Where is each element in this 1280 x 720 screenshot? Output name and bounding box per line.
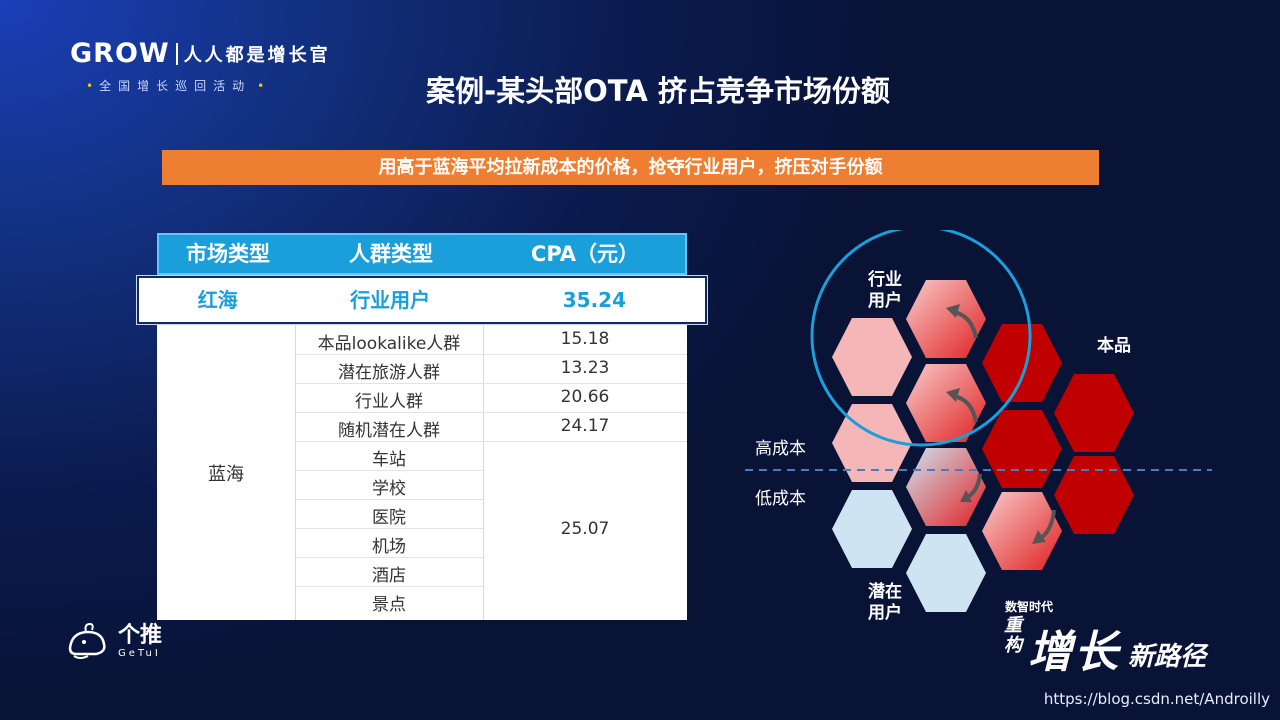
table-row-cpa: 20.66 bbox=[560, 387, 610, 407]
header-crowd-type: 人群类型 bbox=[349, 242, 433, 266]
red-ocean-row: 红海 行业用户 35.24 bbox=[137, 276, 707, 324]
arrow-icon bbox=[1032, 530, 1046, 544]
label-potential: 潜在 用户 bbox=[868, 582, 902, 623]
getui-name-en: GeTuI bbox=[118, 647, 161, 659]
table-row-crowd: 学校 bbox=[372, 479, 406, 499]
event-big-text: 增长 bbox=[1028, 627, 1120, 678]
logo-divider bbox=[175, 42, 178, 65]
row-divider bbox=[295, 499, 483, 500]
whale-icon bbox=[68, 622, 106, 659]
table-row-crowd: 机场 bbox=[372, 537, 406, 557]
event-tagline: 数智时代 bbox=[1005, 600, 1054, 614]
table-row-crowd: 本品lookalike人群 bbox=[317, 334, 461, 354]
table-row-crowd: 景点 bbox=[372, 595, 406, 615]
hex-own bbox=[1054, 456, 1134, 534]
hex-industry bbox=[832, 318, 912, 396]
table-header: 市场类型 人群类型 CPA（元） bbox=[157, 233, 687, 275]
row-divider bbox=[295, 557, 483, 558]
logo-brand: GROW bbox=[70, 38, 170, 69]
merged-cpa: 25.07 bbox=[560, 519, 610, 539]
logo-subtitle: • 全国增长巡回活动 • bbox=[80, 77, 331, 94]
table-row-crowd: 潜在旅游人群 bbox=[338, 363, 440, 383]
hex-potential bbox=[906, 534, 986, 612]
watermark: https://blog.csdn.net/Androilly bbox=[1043, 690, 1270, 708]
event-mid-text: 新路径 bbox=[1128, 642, 1207, 672]
hex-transition bbox=[906, 448, 986, 526]
row-divider bbox=[295, 470, 483, 471]
event-logo: 数智时代 重构 增长 新路径 bbox=[1000, 598, 1240, 688]
table-row-crowd: 酒店 bbox=[372, 566, 406, 586]
header-cpa: CPA（元） bbox=[530, 242, 640, 266]
cpa-table: 市场类型 人群类型 CPA（元） 蓝海 本品lookalike人群 15.18 … bbox=[137, 233, 707, 620]
red-ocean-cpa: 35.24 bbox=[562, 288, 627, 312]
industry-circle bbox=[810, 230, 1032, 447]
label-low-cost: 低成本 bbox=[755, 489, 806, 509]
arrow-icon bbox=[960, 490, 972, 502]
row-divider bbox=[295, 586, 483, 587]
blue-ocean-label: 蓝海 bbox=[208, 463, 244, 485]
table-row-cpa: 13.23 bbox=[560, 358, 610, 378]
header-market-type: 市场类型 bbox=[186, 242, 270, 266]
hex-industry bbox=[832, 404, 912, 482]
slide-title: 案例-某头部OTA 挤占竞争市场份额 bbox=[426, 74, 890, 108]
table-row-crowd: 车站 bbox=[372, 450, 406, 470]
table-row-crowd: 行业人群 bbox=[355, 392, 423, 412]
hex-own bbox=[982, 410, 1062, 488]
logo-slogan: 人人都是增长官 bbox=[183, 44, 331, 66]
bullet-icon: • bbox=[86, 79, 94, 93]
row-divider bbox=[295, 412, 687, 413]
logo-subtitle-text: 全国增长巡回活动 bbox=[99, 79, 252, 93]
table-row-cpa: 15.18 bbox=[560, 329, 610, 349]
table-row-crowd: 医院 bbox=[372, 508, 406, 528]
row-divider bbox=[295, 528, 483, 529]
label-industry: 行业 用户 bbox=[868, 270, 902, 311]
row-divider bbox=[295, 383, 687, 384]
table-row-crowd: 随机潜在人群 bbox=[338, 421, 440, 441]
hex-own bbox=[982, 324, 1062, 402]
getui-logo: 个推 GeTuI bbox=[66, 622, 162, 660]
hex-industry-grad bbox=[906, 364, 986, 442]
red-ocean-crowd: 行业用户 bbox=[350, 288, 431, 312]
event-vertical: 重构 bbox=[1004, 615, 1022, 656]
table-body: 蓝海 本品lookalike人群 15.18 潜在旅游人群 13.23 行业人群… bbox=[157, 275, 687, 620]
summary-banner: 用高于蓝海平均拉新成本的价格，抢夺行业用户，挤压对手份额 bbox=[162, 150, 1099, 185]
hexagon-svg bbox=[745, 230, 1212, 612]
column-divider bbox=[483, 325, 484, 620]
arrow-icon bbox=[946, 304, 960, 318]
row-divider bbox=[295, 354, 687, 355]
column-divider bbox=[295, 325, 296, 620]
hex-transition bbox=[982, 492, 1062, 570]
bullet-icon: • bbox=[257, 79, 265, 93]
label-own: 本品 bbox=[1097, 336, 1131, 356]
arrow-icon bbox=[946, 388, 960, 402]
hex-potential bbox=[832, 490, 912, 568]
getui-name: 个推 bbox=[118, 622, 163, 648]
table-row-cpa: 24.17 bbox=[560, 416, 610, 436]
hexagon-diagram: 行业 用户 本品 潜在 用户 高成本 低成本 bbox=[740, 230, 1220, 630]
hex-own bbox=[1054, 374, 1134, 452]
red-ocean-label: 红海 bbox=[197, 288, 238, 312]
label-high-cost: 高成本 bbox=[755, 439, 806, 459]
grow-logo: GROW 人人都是增长官 • 全国增长巡回活动 • bbox=[70, 38, 331, 94]
row-divider bbox=[295, 441, 687, 442]
hex-industry-grad bbox=[906, 280, 986, 358]
